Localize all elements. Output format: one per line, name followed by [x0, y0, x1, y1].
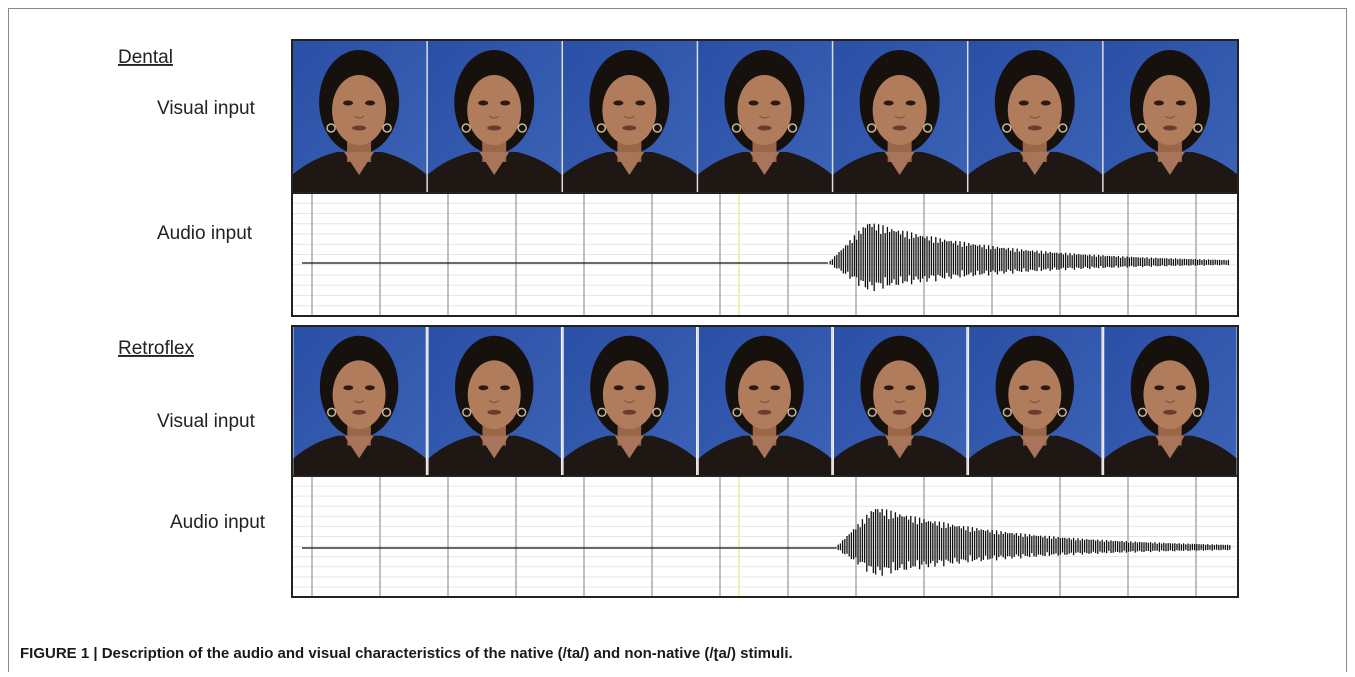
- video-frame: [967, 40, 1103, 193]
- video-frame: [833, 326, 968, 476]
- video-frame: [562, 40, 698, 193]
- caption: FIGURE 1 | Description of the audio and …: [20, 645, 793, 662]
- video-frame: [698, 326, 832, 476]
- waveform: [302, 509, 1231, 576]
- row-label: Audio input: [170, 512, 266, 533]
- video-frame: [968, 326, 1103, 476]
- waveform: [302, 223, 1230, 291]
- video-frame: [427, 40, 563, 193]
- video-frame: [1103, 326, 1238, 476]
- row-label: Visual input: [157, 411, 256, 432]
- row-label: Audio input: [157, 223, 253, 244]
- panel-title: Retroflex: [118, 338, 195, 359]
- video-frame: [697, 40, 833, 193]
- video-frame: [292, 40, 428, 193]
- video-frame: [427, 326, 562, 476]
- figure-border: [8, 8, 1347, 677]
- row-label: Visual input: [157, 98, 256, 119]
- audio-border: [291, 475, 1239, 598]
- video-frame: [1102, 40, 1239, 193]
- audio-border: [291, 192, 1239, 317]
- video-frame: [292, 326, 427, 476]
- video-frame: [562, 326, 697, 476]
- video-frame: [832, 40, 968, 193]
- panel-title: Dental: [118, 47, 173, 68]
